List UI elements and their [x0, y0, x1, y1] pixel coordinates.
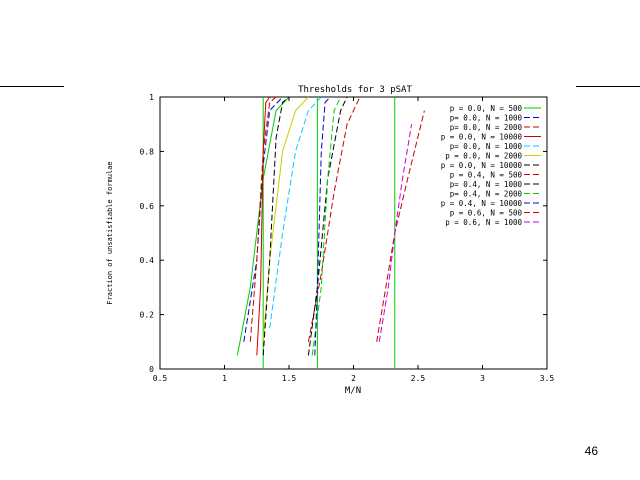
series-line [262, 96, 309, 342]
series-line [262, 96, 290, 356]
x-tick-label: 2.5 [411, 374, 426, 383]
legend-entry-label: p= 0.4, N = 2000 [450, 190, 523, 199]
y-tick-label: 0.2 [140, 311, 155, 320]
legend-entry-label: p= 0.0, N = 1000 [450, 142, 523, 151]
header-rule-right [576, 86, 640, 87]
series-line [307, 96, 361, 342]
legend-entry-label: p = 0.4, N = 500 [450, 171, 523, 180]
legend-entry-label: p= 0.0, N = 1000 [450, 114, 523, 123]
legend-entry-label: p = 0.0, N = 10000 [441, 133, 523, 142]
legend-entry-label: p = 0.0, N = 10000 [441, 161, 523, 170]
series-line [378, 124, 413, 342]
y-tick-label: 0.4 [140, 256, 155, 265]
x-axis-label: M/N [345, 386, 361, 396]
x-tick-label: 0.5 [153, 374, 168, 383]
y-tick-label: 0 [149, 365, 154, 374]
axes: 0.5 1 1.5 2 2.5 3 3.5 0 0.2 0.4 0.6 0.8 1 [140, 93, 555, 383]
series-line [236, 96, 290, 356]
legend-entry-label: p = 0.0, N = 2000 [445, 152, 522, 161]
y-tick-label: 1 [149, 93, 154, 102]
y-tick-label: 0.6 [140, 202, 155, 211]
legend-entry-label: p = 0.4, N = 10000 [441, 199, 523, 208]
series-line [307, 96, 348, 356]
series-line [376, 110, 425, 342]
legend-entry-label: p = 0.6, N = 500 [450, 209, 523, 218]
y-tick-label: 0.8 [140, 147, 155, 156]
x-tick-label: 3 [480, 374, 485, 383]
x-tick-label: 3.5 [540, 374, 555, 383]
legend-entry-label: p= 0.0, N = 2000 [450, 123, 523, 132]
series-line [256, 96, 271, 356]
threshold-lines [262, 97, 396, 369]
legend-entry-label: p = 0.0, N = 500 [450, 104, 523, 113]
series-line [314, 96, 331, 356]
series-line [269, 96, 322, 329]
x-tick-label: 1 [222, 374, 227, 383]
series-line [243, 96, 283, 342]
legend-entry-label: p= 0.4, N = 1000 [450, 180, 523, 189]
page-number: 46 [584, 444, 598, 458]
header-rule-left [0, 86, 64, 87]
series-lines [236, 96, 425, 356]
chart-title: Thresholds for 3 pSAT [298, 85, 412, 95]
series-line [311, 96, 342, 356]
x-tick-label: 1.5 [282, 374, 297, 383]
x-tick-label: 2 [351, 374, 356, 383]
legend-entry-label: p = 0.6, N = 1000 [445, 218, 522, 227]
y-axis-label: Fraction of unsatisfiable formulae [106, 161, 114, 304]
